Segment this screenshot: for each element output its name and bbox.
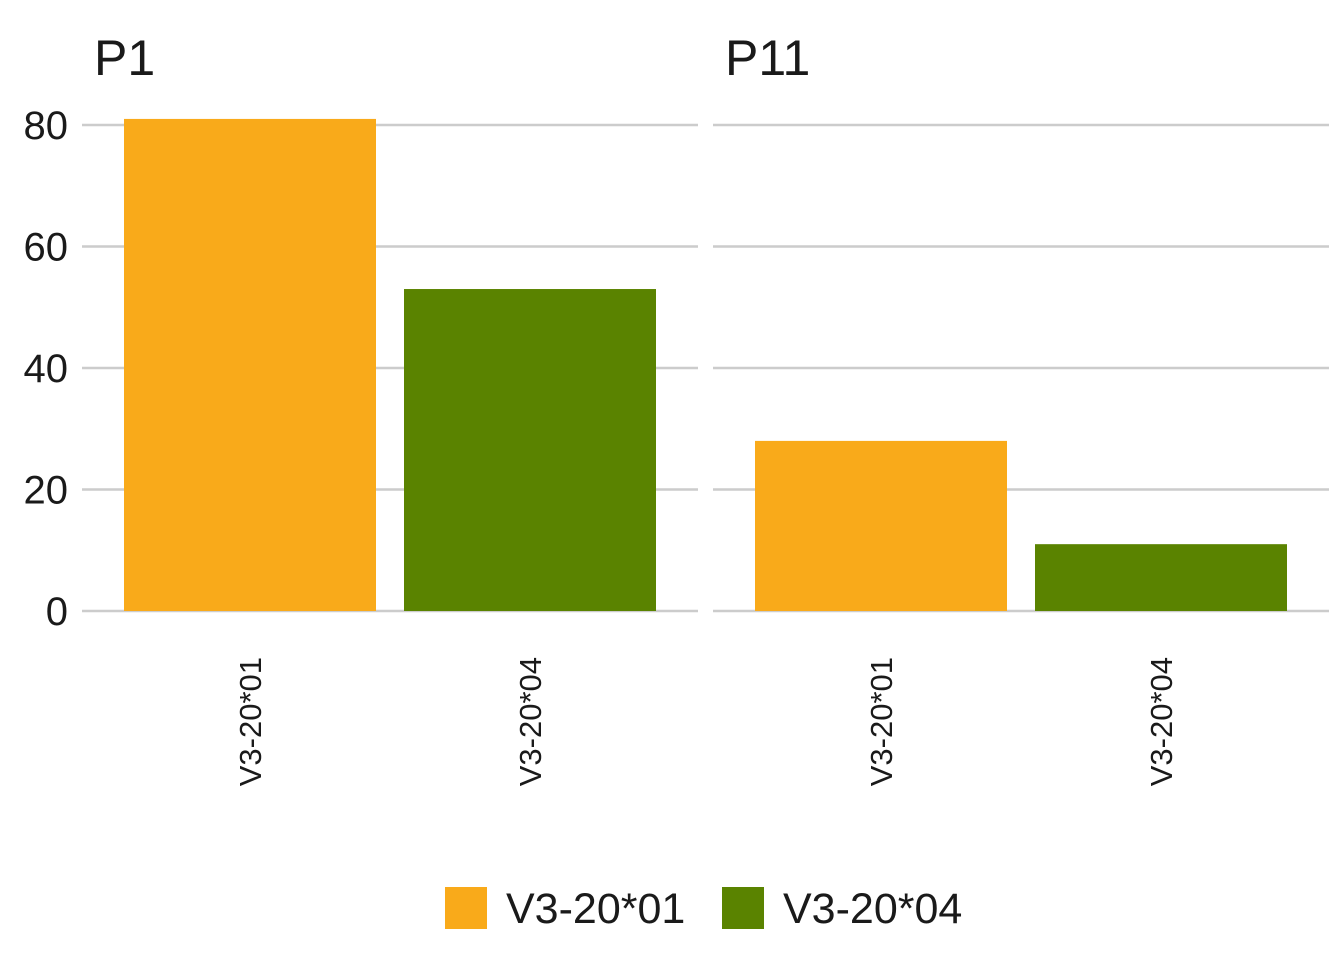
- legend-label: V3-20*01: [506, 885, 685, 933]
- y-tick-label: 40: [24, 347, 69, 391]
- bar: [404, 289, 656, 611]
- y-tick-label: 20: [24, 469, 69, 513]
- bar: [1035, 544, 1287, 611]
- x-tick-label: V3-20*01: [864, 657, 899, 786]
- legend: V3-20*01 V3-20*04: [445, 885, 962, 933]
- legend-label: V3-20*04: [783, 885, 962, 933]
- bar: [124, 118, 376, 612]
- bar: [755, 440, 1007, 611]
- y-tick-label: 0: [46, 590, 68, 634]
- facet-title: P1: [94, 30, 155, 86]
- legend-swatch: [445, 887, 487, 929]
- y-tick-label: 60: [24, 226, 69, 270]
- facet-title: P11: [725, 30, 810, 86]
- facet-panel: P1 V3-20*01 V3-20*04: [82, 30, 698, 786]
- legend-swatch: [722, 887, 764, 929]
- x-tick-label: V3-20*01: [233, 657, 268, 786]
- x-tick-label: V3-20*04: [513, 657, 548, 786]
- chart-panels: 0 20 40 60 80 P1 V3-20*01 V3-20*04 P11 V3-20*01 V3…: [24, 30, 1329, 786]
- legend-item: V3-20*01: [445, 885, 685, 933]
- facet-panel: P11 V3-20*01 V3-20*04: [713, 30, 1329, 786]
- x-tick-label: V3-20*04: [1144, 657, 1179, 786]
- legend-item: V3-20*04: [722, 885, 962, 933]
- y-tick-label: 80: [24, 104, 69, 148]
